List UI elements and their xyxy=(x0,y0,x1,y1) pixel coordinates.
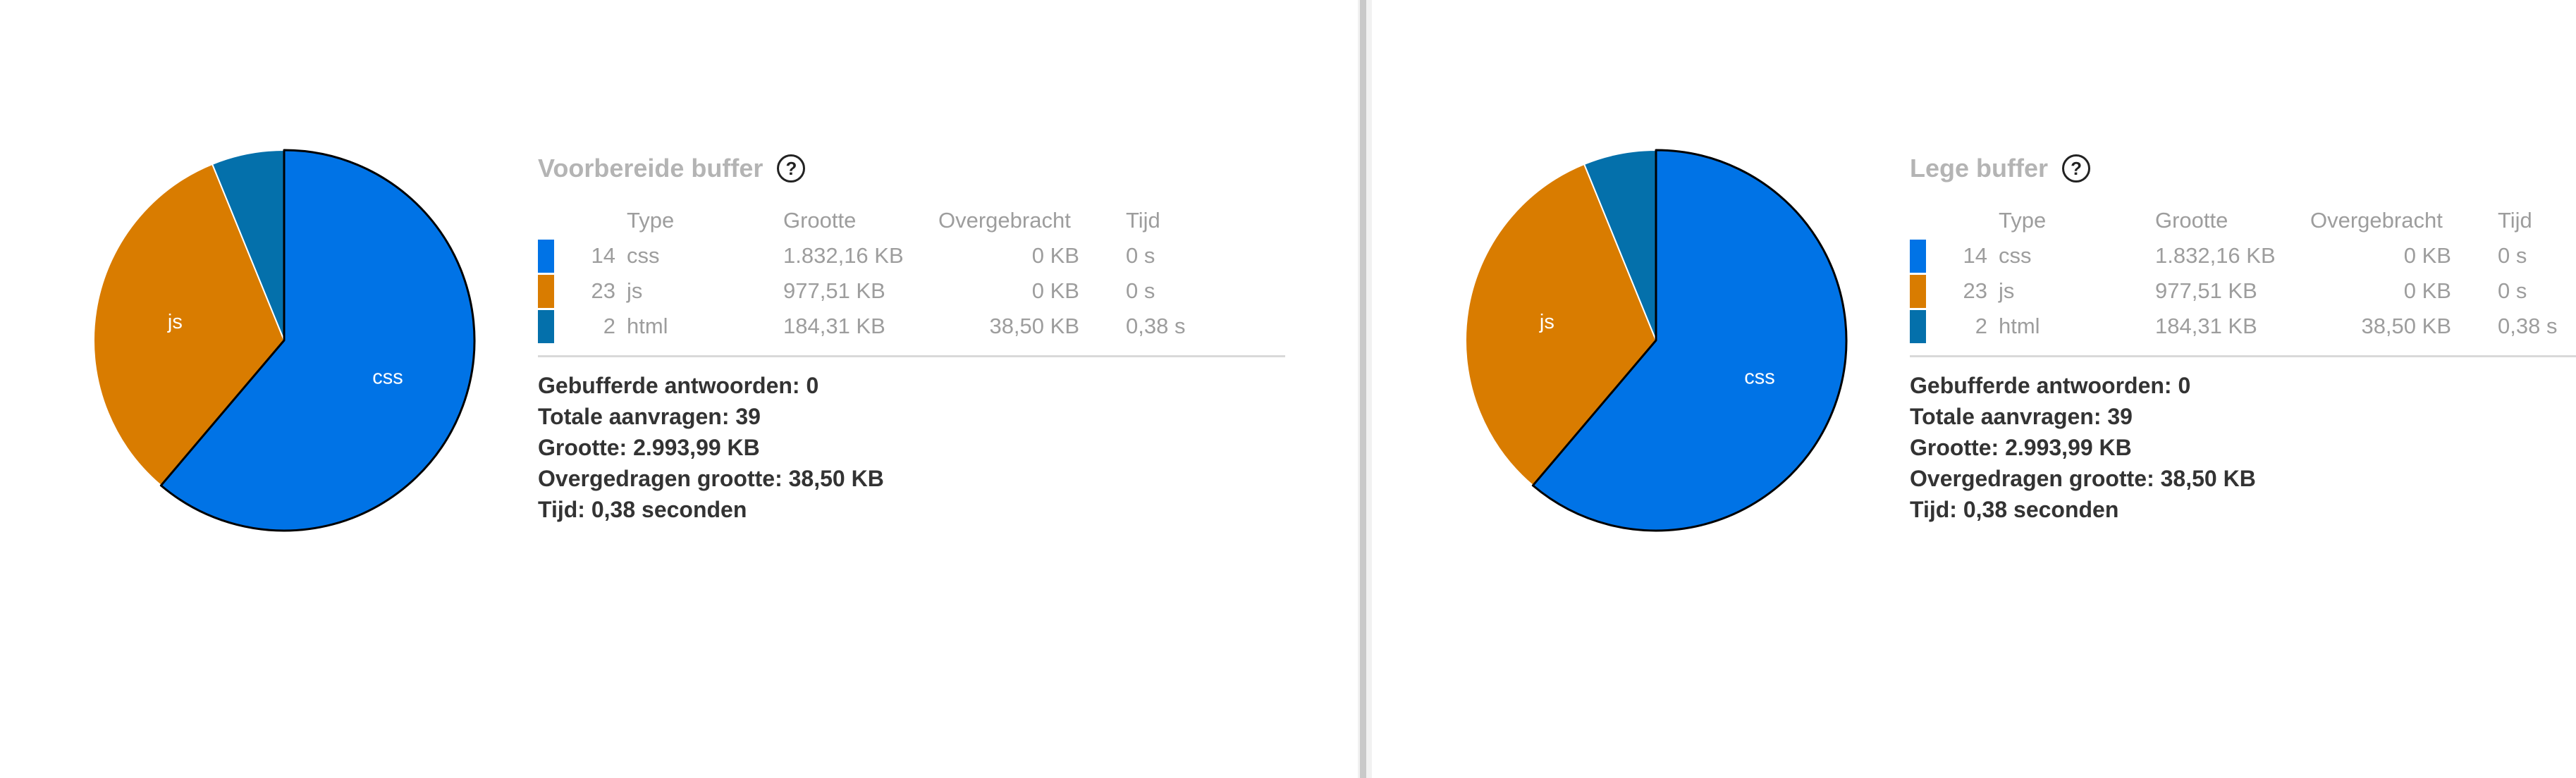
row-count: 14 xyxy=(1963,243,1987,268)
header-size: Grootte xyxy=(2155,208,2228,233)
summary-size: Grootte: 2.993,99 KB xyxy=(1910,435,2132,460)
css-color-swatch xyxy=(538,239,554,273)
row-time: 0,38 s xyxy=(2498,314,2558,338)
row-time: 0,38 s xyxy=(1126,314,1186,338)
row-transferred: 38,50 KB xyxy=(2361,314,2451,338)
row-time: 0 s xyxy=(1126,243,1155,268)
divider xyxy=(1910,355,2576,357)
header-size: Grootte xyxy=(783,208,857,233)
summary-size: Grootte: 2.993,99 KB xyxy=(538,435,760,460)
css-color-swatch xyxy=(1910,239,1926,273)
row-size: 977,51 KB xyxy=(783,278,885,303)
panel-header: Voorbereide buffer ? xyxy=(538,147,1285,190)
html-color-swatch xyxy=(538,309,554,343)
stats-table: Type Grootte Overgebracht Tijd 14 css 1.… xyxy=(1910,203,2576,344)
header-transferred: Overgebracht xyxy=(938,208,1071,233)
summary-total-requests: Totale aanvragen: 39 xyxy=(538,404,761,429)
row-type: css xyxy=(627,243,660,268)
pie-slice-css[interactable] xyxy=(1531,149,1848,532)
table-row[interactable]: 2 html 184,31 KB 38,50 KB 0,38 s xyxy=(538,309,1285,344)
panel-title: Voorbereide buffer xyxy=(538,154,763,183)
row-size: 1.832,16 KB xyxy=(2155,243,2276,268)
question-circle-icon[interactable]: ? xyxy=(2062,154,2091,183)
row-type: html xyxy=(1999,314,2040,338)
question-circle-icon[interactable]: ? xyxy=(777,154,806,183)
pie-slice-js[interactable] xyxy=(1465,163,1657,486)
pie-label-js: js xyxy=(1539,311,1554,333)
pie-slice-css[interactable] xyxy=(159,149,476,532)
table-row[interactable]: 14 css 1.832,16 KB 0 KB 0 s xyxy=(1910,238,2576,273)
pie-label-css: css xyxy=(372,366,403,389)
summary-cached-responses: Gebufferde antwoorden: 0 xyxy=(538,373,819,398)
table-row[interactable]: 23 js 977,51 KB 0 KB 0 s xyxy=(538,273,1285,309)
table-header: Type Grootte Overgebracht Tijd xyxy=(538,203,1285,238)
summary: Gebufferde antwoorden: 0 Totale aanvrage… xyxy=(538,370,1285,525)
splitter-line xyxy=(1360,0,1366,778)
cache-info: Voorbereide buffer ? Type Grootte Overge… xyxy=(538,147,1285,525)
row-time: 0 s xyxy=(2498,243,2527,268)
summary-transferred-size: Overgedragen grootte: 38,50 KB xyxy=(1910,466,2256,491)
row-count: 14 xyxy=(591,243,615,268)
row-count: 2 xyxy=(1975,314,1987,338)
header-transferred: Overgebracht xyxy=(2310,208,2443,233)
summary-transferred-size: Overgedragen grootte: 38,50 KB xyxy=(538,466,884,491)
pie-slice-js[interactable] xyxy=(93,163,285,486)
row-type: js xyxy=(1999,278,2015,303)
summary-total-requests: Totale aanvragen: 39 xyxy=(1910,404,2133,429)
row-size: 977,51 KB xyxy=(2155,278,2257,303)
js-color-swatch xyxy=(538,274,554,308)
row-time: 0 s xyxy=(2498,278,2527,303)
header-time: Tijd xyxy=(2498,208,2532,233)
row-count: 23 xyxy=(1963,278,1987,303)
panel-title: Lege buffer xyxy=(1910,154,2049,183)
row-transferred: 0 KB xyxy=(2403,278,2451,303)
table-header: Type Grootte Overgebracht Tijd xyxy=(1910,203,2576,238)
summary-time: Tijd: 0,38 seconden xyxy=(1910,497,2119,522)
pie-chart[interactable]: css js xyxy=(88,144,480,536)
row-transferred: 0 KB xyxy=(1031,243,1079,268)
row-type: css xyxy=(1999,243,2032,268)
js-color-swatch xyxy=(1910,274,1926,308)
row-count: 2 xyxy=(603,314,615,338)
pie-label-js: js xyxy=(167,311,183,333)
row-transferred: 0 KB xyxy=(1031,278,1079,303)
row-transferred: 0 KB xyxy=(2403,243,2451,268)
table-row[interactable]: 14 css 1.832,16 KB 0 KB 0 s xyxy=(538,238,1285,273)
row-size: 184,31 KB xyxy=(2155,314,2257,338)
row-count: 23 xyxy=(591,278,615,303)
summary-cached-responses: Gebufferde antwoorden: 0 xyxy=(1910,373,2191,398)
pie-chart[interactable]: css js xyxy=(1460,144,1852,536)
header-time: Tijd xyxy=(1126,208,1160,233)
empty-cache-panel: css js Lege buffer ? Type Grootte Overgeb… xyxy=(1372,0,2576,778)
row-type: html xyxy=(627,314,668,338)
panel-header: Lege buffer ? xyxy=(1910,147,2576,190)
row-size: 1.832,16 KB xyxy=(783,243,904,268)
row-time: 0 s xyxy=(1126,278,1155,303)
divider xyxy=(538,355,1285,357)
cache-info: Lege buffer ? Type Grootte Overgebracht … xyxy=(1910,147,2576,525)
html-color-swatch xyxy=(1910,309,1926,343)
summary: Gebufferde antwoorden: 0 Totale aanvrage… xyxy=(1910,370,2576,525)
pie-label-css: css xyxy=(1744,366,1775,389)
row-size: 184,31 KB xyxy=(783,314,885,338)
header-type: Type xyxy=(627,208,675,233)
summary-time: Tijd: 0,38 seconden xyxy=(538,497,747,522)
stats-table: Type Grootte Overgebracht Tijd 14 css 1.… xyxy=(538,203,1285,344)
row-transferred: 38,50 KB xyxy=(989,314,1079,338)
table-row[interactable]: 23 js 977,51 KB 0 KB 0 s xyxy=(1910,273,2576,309)
primed-cache-panel: css js Voorbereide buffer ? Type Grootte … xyxy=(88,144,1285,536)
table-row[interactable]: 2 html 184,31 KB 38,50 KB 0,38 s xyxy=(1910,309,2576,344)
header-type: Type xyxy=(1999,208,2047,233)
row-type: js xyxy=(627,278,643,303)
